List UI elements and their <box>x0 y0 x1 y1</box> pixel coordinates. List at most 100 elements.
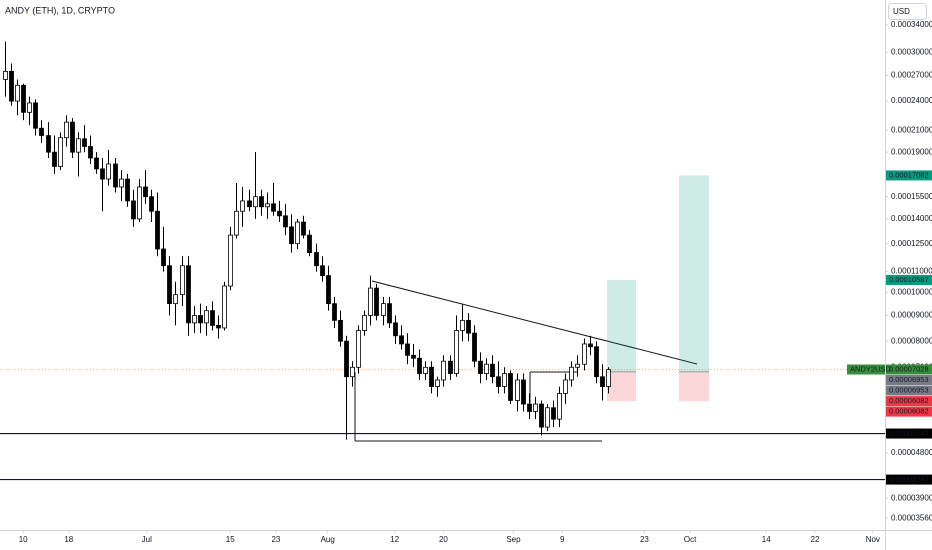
x-tick-label: 10 <box>19 535 28 544</box>
candle-body <box>39 127 44 136</box>
candle-body <box>387 303 392 324</box>
candle-body <box>277 210 282 217</box>
candle-body <box>271 203 276 212</box>
candle-body <box>435 379 440 387</box>
x-tick-label: Aug <box>321 535 335 544</box>
price-label: 0.00006953 <box>889 385 929 394</box>
candle-body <box>70 121 75 153</box>
candle-body <box>137 186 142 220</box>
candle-body <box>429 366 434 387</box>
x-tick-label: Nov <box>866 535 880 544</box>
target-zone <box>607 279 636 372</box>
candle-body <box>484 363 489 374</box>
x-tick-label: 12 <box>390 535 399 544</box>
target-zone <box>679 175 709 372</box>
candle-body <box>527 403 532 412</box>
candle-body <box>204 310 209 324</box>
candle-body <box>405 343 410 356</box>
candle-body <box>119 178 124 188</box>
candle-body <box>521 379 526 405</box>
price-label: 0.00007028 <box>889 364 929 373</box>
price-label: 0.00004247 <box>889 475 929 484</box>
price-label: 0.00006082 <box>889 407 929 416</box>
y-tick-label: 0.00010000 <box>891 288 932 297</box>
candle-body <box>301 221 306 236</box>
price-label: 0.00005243 <box>889 429 929 438</box>
candle-body <box>533 403 538 412</box>
levels-layer <box>0 369 885 481</box>
candle-body <box>600 376 605 387</box>
candle-body <box>15 84 20 102</box>
trend-line <box>371 280 698 365</box>
x-tick-label: Sep <box>506 535 521 544</box>
candle-body <box>368 287 373 316</box>
stop-zone <box>607 371 636 402</box>
candle-body <box>350 366 355 378</box>
x-tick-label: 9 <box>560 535 565 544</box>
candle-body <box>228 234 233 287</box>
candle-body <box>393 322 398 337</box>
candle-body <box>448 360 453 374</box>
candle-body <box>344 340 349 378</box>
candle-body <box>216 324 221 329</box>
candle-body <box>332 303 337 321</box>
candle-body <box>582 343 587 365</box>
candle-body <box>131 200 136 220</box>
y-tick-label: 0.00021000 <box>891 125 932 134</box>
candle-body <box>180 265 185 296</box>
candle-body <box>575 363 580 368</box>
price-label-box <box>886 396 932 407</box>
candle-body <box>502 373 507 387</box>
symbol-label-box <box>847 364 885 375</box>
x-tick-label: 14 <box>762 535 771 544</box>
stop-zone <box>679 371 709 402</box>
candle-body <box>3 70 8 80</box>
price-label-box <box>886 385 932 396</box>
y-tick-label: 0.00003560 <box>891 513 932 522</box>
x-tick-label: 23 <box>640 535 649 544</box>
candle-body <box>76 138 81 153</box>
candle-body <box>460 319 465 331</box>
candle-body <box>52 151 57 167</box>
x-tick-label: 15 <box>226 535 235 544</box>
x-tick-label: 20 <box>439 535 448 544</box>
candle-body <box>606 369 611 387</box>
candle-body <box>295 221 300 245</box>
candle-body <box>143 186 148 198</box>
currency-button[interactable] <box>888 3 927 20</box>
y-tick-label: 0.00034000 <box>891 20 932 29</box>
candle-body <box>283 215 288 228</box>
candle-body <box>58 137 63 167</box>
candle-body <box>472 332 477 362</box>
symbol-label: ANDY2USD <box>850 364 891 373</box>
candle-body <box>82 138 87 147</box>
candle-body <box>210 310 215 326</box>
currency-label[interactable]: USD <box>893 7 910 16</box>
candle-body <box>496 376 501 387</box>
candle-body <box>161 248 166 267</box>
candle-body <box>356 330 361 368</box>
candle-body <box>253 196 258 208</box>
candle-body <box>338 319 343 342</box>
candle-body <box>94 157 99 170</box>
candle-body <box>33 102 38 129</box>
y-tick-label: 0.00004800 <box>891 448 932 457</box>
price-label: 0.00017082 <box>889 170 929 179</box>
candle-body <box>551 407 556 420</box>
candle-body <box>106 163 111 180</box>
candles <box>3 41 611 440</box>
candle-body <box>539 403 544 428</box>
candle-body <box>569 366 574 381</box>
candle-body <box>289 226 294 245</box>
candle-body <box>167 265 172 305</box>
candle-body <box>64 121 69 139</box>
position-boxes <box>607 175 709 402</box>
price-label: 0.00006953 <box>889 375 929 384</box>
price-label-box <box>886 364 932 375</box>
candle-body <box>411 354 416 359</box>
candle-body <box>320 265 325 277</box>
y-tick-label: 0.00011000 <box>891 267 932 276</box>
